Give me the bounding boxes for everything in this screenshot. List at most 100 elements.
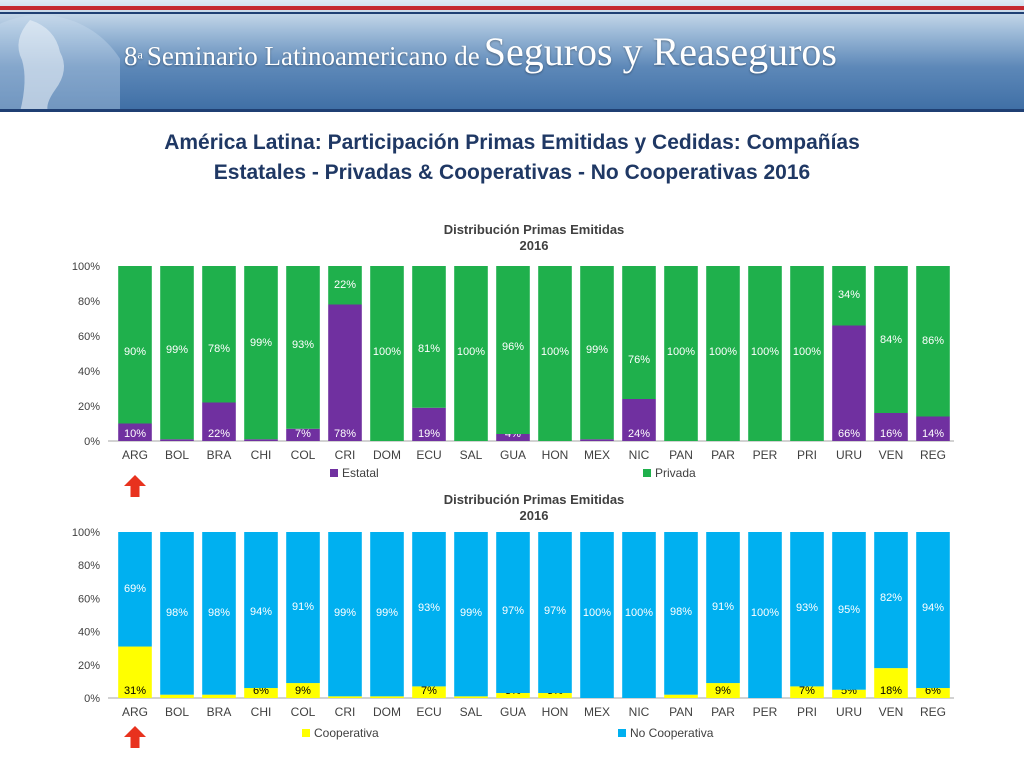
bar-cooperativa <box>160 694 194 698</box>
banner-bottom-stripe <box>0 109 1024 112</box>
bar-estatal <box>496 434 530 441</box>
data-label: 82% <box>880 592 902 604</box>
x-tick-label: BRA <box>207 705 232 719</box>
y-tick-label: 60% <box>78 331 100 343</box>
data-label: 78% <box>208 343 230 355</box>
bar-cooperativa <box>286 683 320 698</box>
bar-privada <box>538 266 572 441</box>
x-tick-label: REG <box>920 705 946 719</box>
x-tick-label: PER <box>753 705 778 719</box>
legend-swatch <box>330 469 338 477</box>
data-label: 9% <box>715 685 731 697</box>
x-tick-label: NIC <box>629 705 650 719</box>
data-label: 18% <box>880 685 902 697</box>
data-label: 81% <box>418 343 440 355</box>
x-tick-label: BOL <box>165 448 189 462</box>
bar-cooperativa <box>538 693 572 698</box>
banner-title-small: Seminario Latinoamericano de <box>146 41 480 71</box>
x-tick-label: URU <box>836 705 862 719</box>
bar-privada <box>790 266 824 441</box>
bar-estatal <box>622 399 656 441</box>
x-tick-label: NIC <box>629 448 650 462</box>
data-label: 78% <box>334 428 356 440</box>
data-label: 31% <box>124 685 146 697</box>
legend-swatch <box>643 469 651 477</box>
y-tick-label: 0% <box>84 436 100 448</box>
data-label: 100% <box>625 607 653 619</box>
x-tick-label: PER <box>753 448 778 462</box>
bar-privada <box>832 266 866 326</box>
data-label: 99% <box>586 344 608 356</box>
y-tick-label: 40% <box>78 627 100 639</box>
bar-no-cooperativa <box>370 532 404 697</box>
bar-estatal <box>832 325 866 441</box>
bar-no-cooperativa <box>454 532 488 697</box>
data-label: 99% <box>166 344 188 356</box>
data-label: 84% <box>880 334 902 346</box>
x-tick-label: SAL <box>460 448 483 462</box>
data-label: 95% <box>838 604 860 616</box>
data-label: 100% <box>541 346 569 358</box>
bar-no-cooperativa <box>706 532 740 684</box>
data-label: 24% <box>628 428 650 440</box>
x-tick-label: PAR <box>711 705 735 719</box>
bar-privada <box>202 266 236 403</box>
x-tick-label: PRI <box>797 448 817 462</box>
bar-cooperativa <box>412 686 446 698</box>
data-label: 100% <box>457 346 485 358</box>
y-tick-label: 40% <box>78 366 100 378</box>
bar-privada <box>286 266 320 429</box>
x-tick-label: PAN <box>669 705 693 719</box>
x-tick-label: CRI <box>335 705 356 719</box>
legend-label: Privada <box>655 466 696 480</box>
bar-no-cooperativa <box>580 532 614 698</box>
x-tick-label: COL <box>291 705 316 719</box>
data-label: 97% <box>502 605 524 617</box>
bar-cooperativa <box>874 668 908 698</box>
y-tick-label: 20% <box>78 401 100 413</box>
x-tick-label: HON <box>542 448 569 462</box>
legend-label: Estatal <box>342 466 379 480</box>
data-label: 98% <box>670 606 692 618</box>
x-tick-label: GUA <box>500 705 526 719</box>
x-tick-label: DOM <box>373 705 401 719</box>
bar-privada <box>454 266 488 441</box>
bar-estatal <box>412 407 446 441</box>
data-label: 98% <box>166 607 188 619</box>
data-label: 16% <box>880 428 902 440</box>
data-label: 100% <box>373 346 401 358</box>
bar-estatal <box>118 423 152 441</box>
header-banner: 8a Seminario Latinoamericano de Seguros … <box>0 0 1024 112</box>
data-label: 100% <box>751 346 779 358</box>
x-tick-label: PAR <box>711 448 735 462</box>
bar-cooperativa <box>664 694 698 698</box>
x-tick-label: ARG <box>122 448 148 462</box>
x-tick-label: GUA <box>500 448 526 462</box>
data-label: 69% <box>124 583 146 595</box>
x-tick-label: MEX <box>584 705 610 719</box>
y-tick-label: 80% <box>78 296 100 308</box>
data-label: 100% <box>751 607 779 619</box>
x-tick-label: BOL <box>165 705 189 719</box>
bar-privada <box>580 266 614 440</box>
bar-cooperativa <box>790 686 824 698</box>
data-label: 90% <box>124 346 146 358</box>
x-tick-label: ECU <box>416 448 441 462</box>
data-label: 99% <box>460 607 482 619</box>
banner-title: 8a Seminario Latinoamericano de Seguros … <box>124 28 837 75</box>
data-label: 94% <box>250 606 272 618</box>
bar-privada <box>118 266 152 424</box>
data-label: 99% <box>334 607 356 619</box>
x-tick-label: ARG <box>122 705 148 719</box>
up-arrow-icon <box>124 726 146 748</box>
x-tick-label: VEN <box>879 705 904 719</box>
bar-estatal <box>202 402 236 441</box>
bar-no-cooperativa <box>622 532 656 698</box>
data-label: 93% <box>796 602 818 614</box>
bar-privada <box>622 266 656 399</box>
bar-no-cooperativa <box>538 532 572 694</box>
legend-label: Cooperativa <box>314 726 379 740</box>
bar-estatal <box>244 439 278 441</box>
data-label: 100% <box>793 346 821 358</box>
x-tick-label: URU <box>836 448 862 462</box>
